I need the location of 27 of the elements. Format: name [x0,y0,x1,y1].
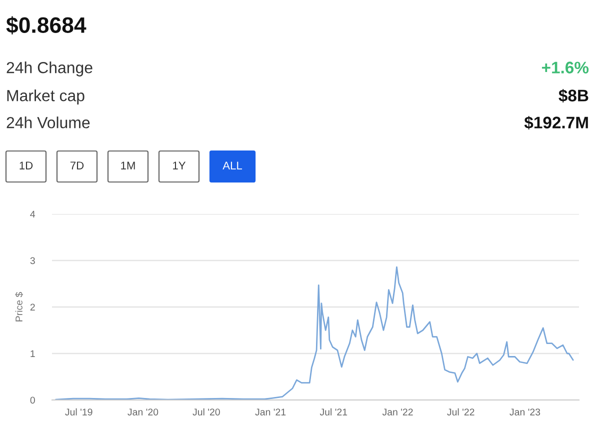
text: $0.8684 [6,16,86,34]
text: 1D [20,162,33,170]
x-tick-label: Jul '19 [65,408,92,416]
text: 1Y [173,162,186,170]
x-tick-label: Jul '21 [320,408,348,416]
text: 7D [70,162,84,170]
x-tick-label: Jan '20 [128,408,158,416]
text: +1.6% [542,62,589,74]
y-tick-label: 1 [30,350,35,358]
text: $192.7M [524,116,588,130]
x-tick-label: Jan '21 [255,408,286,416]
x-tick-label: Jul '22 [447,408,474,416]
text: ALL [222,162,242,170]
x-tick-label: Jan '23 [510,408,540,416]
x-tick-label: Jan '22 [382,408,413,416]
x-tick-label: Jul '20 [192,408,220,416]
text: $8B [558,88,588,103]
text: 1M [121,162,135,170]
y-tick-label: 4 [30,210,36,218]
text: 24h Volume [6,116,90,128]
y-tick-label: 2 [30,304,35,311]
y-tick-label: 3 [30,257,35,264]
y-axis-title: Price $ [15,292,24,322]
y-tick-label: 0 [30,396,35,404]
text: 24h Change [6,62,92,76]
line-series [55,266,574,400]
text: Market cap [7,90,84,104]
